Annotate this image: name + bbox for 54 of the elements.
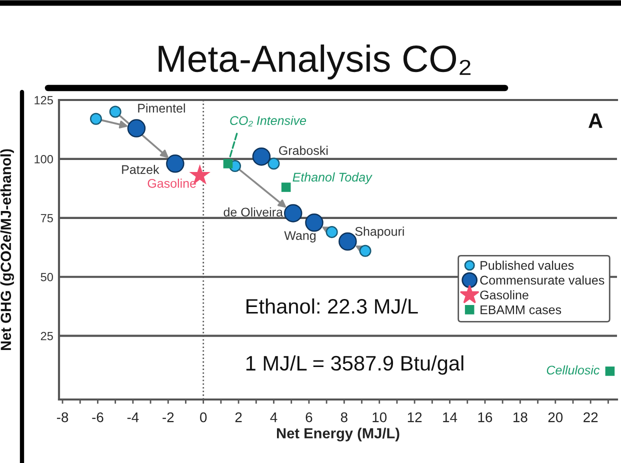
point bbox=[359, 244, 372, 257]
point bbox=[223, 159, 233, 168]
y-tick-label: 25 bbox=[40, 332, 53, 340]
x-tick-label: 10 bbox=[372, 412, 387, 422]
annotation: Shapouri bbox=[355, 226, 404, 238]
point bbox=[109, 106, 122, 118]
y-tick-label: 75 bbox=[40, 214, 53, 222]
annotation: Cellulosic bbox=[546, 365, 600, 375]
legend-label: Commensurate values bbox=[480, 275, 604, 285]
x-axis-title: Net Energy (MJ/L) bbox=[276, 428, 400, 442]
annotation: CO₂ Intensive bbox=[230, 116, 306, 126]
annotation: A bbox=[588, 114, 602, 128]
point bbox=[338, 232, 357, 251]
legend-label: EBAMM cases bbox=[480, 305, 562, 314]
x-tick-label: -8 bbox=[56, 412, 68, 422]
point bbox=[166, 154, 184, 173]
annotation: Ethanol Today bbox=[292, 172, 372, 184]
x-tick-label: 2 bbox=[235, 412, 242, 422]
annotation: Patzek bbox=[122, 164, 160, 174]
annotation: Graboski bbox=[279, 146, 328, 155]
point bbox=[281, 182, 291, 192]
annotation: Ethanol: 22.3 MJ/L bbox=[246, 298, 418, 314]
point bbox=[252, 147, 271, 166]
annotation: Pimentel bbox=[138, 103, 185, 113]
x-tick-label: 4 bbox=[270, 412, 278, 422]
point bbox=[605, 366, 615, 376]
point bbox=[326, 226, 338, 238]
annotation: de Oliveira bbox=[224, 207, 283, 217]
x-tick-label: 8 bbox=[340, 412, 348, 422]
x-tick-label: -2 bbox=[162, 412, 174, 422]
x-tick-label: 12 bbox=[408, 412, 422, 422]
chart-title: Meta-Analysis CO₂ bbox=[158, 44, 470, 80]
legend-label: Gasoline bbox=[480, 290, 528, 300]
y-tick-label: 50 bbox=[40, 272, 53, 282]
legend-label: Published values bbox=[480, 260, 574, 270]
x-tick-label: 20 bbox=[548, 412, 563, 422]
x-tick-label: 16 bbox=[478, 412, 492, 422]
x-tick-label: -4 bbox=[127, 412, 139, 422]
point bbox=[90, 112, 102, 125]
point bbox=[305, 214, 324, 232]
annotation: Gasoline bbox=[148, 178, 196, 188]
x-tick-label: 0 bbox=[200, 412, 207, 422]
annotation: 1 MJ/L = 3587.9 Btu/gal bbox=[246, 355, 464, 375]
y-tick-label: 100 bbox=[34, 154, 53, 164]
y-axis-title: Net GHG (gCO2e/MJ-ethanol) bbox=[0, 149, 14, 350]
x-tick-label: 22 bbox=[584, 412, 598, 422]
x-tick-label: 6 bbox=[306, 412, 312, 422]
x-tick-label: 14 bbox=[443, 412, 458, 422]
point bbox=[268, 158, 280, 170]
annotation: Wang bbox=[284, 231, 316, 242]
x-tick-label: 18 bbox=[514, 412, 528, 422]
x-tick-label: -6 bbox=[92, 412, 104, 422]
y-tick-label: 125 bbox=[34, 96, 53, 104]
point bbox=[284, 204, 302, 222]
